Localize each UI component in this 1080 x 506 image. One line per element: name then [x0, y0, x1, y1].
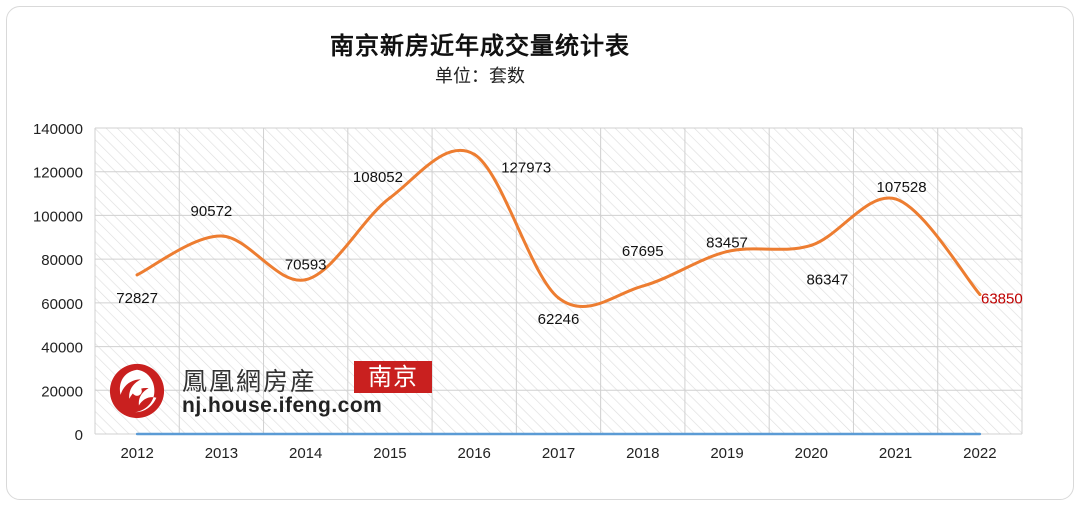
x-tick-label: 2014 — [289, 445, 322, 462]
data-label: 86347 — [806, 271, 848, 288]
x-tick-label: 2019 — [710, 445, 743, 462]
y-tick-label: 120000 — [33, 165, 83, 182]
y-tick-label: 80000 — [41, 252, 83, 269]
data-point — [472, 152, 476, 156]
series-line-transactions — [135, 148, 982, 309]
data-label: 67695 — [622, 243, 664, 260]
x-tick-label: 2022 — [963, 445, 996, 462]
x-tick-label: 2012 — [120, 445, 153, 462]
x-tick-label: 2016 — [458, 445, 491, 462]
x-tick-label: 2020 — [795, 445, 828, 462]
data-point — [894, 197, 898, 201]
data-label: 90572 — [191, 203, 233, 220]
chart-title: 南京新房近年成交量统计表 — [330, 32, 630, 60]
data-label: 83457 — [706, 235, 748, 252]
x-tick-label: 2021 — [879, 445, 912, 462]
city-badge: 南京 — [354, 361, 432, 393]
y-tick-label: 60000 — [41, 296, 83, 313]
data-label: 108052 — [353, 169, 403, 186]
y-tick-label: 40000 — [41, 340, 83, 357]
data-point — [809, 243, 813, 247]
y-tick-label: 140000 — [33, 121, 83, 138]
x-tick-label: 2015 — [373, 445, 406, 462]
plot-area — [95, 128, 1022, 434]
data-point — [978, 292, 982, 296]
data-label: 72827 — [116, 290, 158, 307]
data-label: 70593 — [285, 257, 327, 274]
watermark: 鳳凰網房産 南京 nj.house.ifeng.com — [108, 358, 438, 419]
data-label: 127973 — [501, 159, 551, 176]
data-point — [557, 296, 560, 300]
x-tick-label: 2018 — [626, 445, 659, 462]
data-label: 62246 — [538, 311, 580, 328]
data-label: 63850 — [981, 290, 1023, 307]
chart-subtitle: 单位：套数 — [435, 66, 525, 87]
x-tick-label: 2013 — [205, 445, 238, 462]
data-point — [219, 234, 223, 238]
x-tick-label: 2017 — [542, 445, 575, 462]
data-label: 107528 — [877, 179, 927, 196]
y-tick-label: 20000 — [41, 383, 83, 400]
phoenix-logo-icon — [109, 363, 165, 419]
y-tick-label: 100000 — [33, 208, 83, 225]
y-tick-label: 0 — [75, 427, 83, 444]
data-point — [725, 250, 729, 254]
data-point — [304, 278, 308, 282]
data-point — [388, 196, 392, 200]
brand-name: 鳳凰網房産 — [182, 367, 318, 396]
data-point — [641, 284, 645, 288]
data-point — [135, 273, 139, 277]
site-url: nj.house.ifeng.com — [182, 394, 383, 417]
